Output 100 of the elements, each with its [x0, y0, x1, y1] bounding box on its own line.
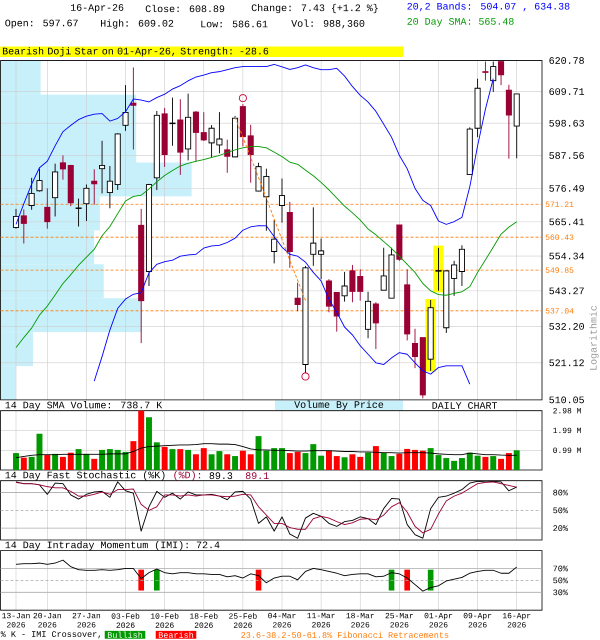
text: 89.1: [246, 472, 269, 480]
bar: [20, 458, 27, 470]
bar: [256, 436, 262, 470]
bar: [162, 446, 168, 470]
bar: [474, 456, 481, 470]
y-tick-label: 576.49: [549, 184, 584, 192]
text: 89.3: [210, 472, 232, 480]
series-label: (%D):: [174, 471, 200, 480]
candlestick: [498, 60, 504, 86]
bar: [498, 458, 504, 470]
y-tick-label: 50%: [553, 578, 568, 584]
bar: [68, 452, 74, 470]
candlestick: [278, 178, 286, 224]
bar: [170, 449, 176, 470]
bar: [342, 457, 348, 470]
line-series: [16, 560, 518, 592]
y-tick-label: 609.71: [549, 88, 584, 95]
candlestick: [122, 84, 129, 132]
candlestick: [76, 198, 82, 227]
bar: [216, 451, 222, 470]
bar: [52, 454, 58, 470]
legend-title: % K - IMI Crossover,: [0, 631, 100, 638]
candlestick: [216, 112, 222, 154]
bar: [44, 455, 50, 470]
candlestick: [169, 97, 176, 146]
y-tick-label: 80%: [553, 490, 568, 496]
text: Low: 586.61: [201, 20, 268, 28]
text: Change: 7.43 {+1.2 %}: [252, 4, 378, 14]
bar: [514, 450, 520, 470]
text: Close: 608.89: [146, 4, 224, 12]
candlestick: [372, 302, 379, 350]
candlestick: [44, 188, 50, 230]
bar: [28, 456, 35, 470]
text: Vol: 988,360: [291, 20, 364, 28]
y-tick-label: 620.78: [549, 57, 584, 64]
bar: [91, 458, 98, 470]
y-tick-label: 510.05: [549, 396, 584, 404]
y-tick-label: 50%: [553, 507, 568, 514]
y-tick-label: 598.63: [549, 120, 584, 127]
y-axis-title: Logarithmic: [589, 306, 599, 370]
y-tick-label: 30%: [553, 589, 568, 596]
y-tick-label: 521.12: [549, 359, 584, 366]
y-tick-label: 543.27: [549, 287, 584, 294]
bar: [279, 448, 285, 470]
candlestick: [83, 184, 90, 222]
bar: [200, 448, 207, 470]
y-tick-label: 565.41: [549, 218, 584, 226]
bar: [326, 450, 332, 470]
candlestick: [91, 168, 98, 206]
text: 16-Apr-26: [70, 4, 124, 13]
y-tick-label: 587.56: [549, 152, 584, 159]
bar: [357, 456, 364, 470]
bar: [365, 452, 372, 470]
bar: [412, 450, 418, 470]
candlestick: [208, 124, 215, 158]
bar: [372, 446, 379, 470]
bar: [334, 456, 340, 470]
text: 20 Day SMA: 565.48: [407, 18, 514, 27]
bar: [349, 454, 356, 470]
bar: [436, 455, 442, 470]
text: Bearish: [158, 632, 194, 638]
bar: [83, 454, 90, 470]
bar: [224, 454, 230, 470]
series-label: 14 Day Fast Stochastic (%K): [6, 471, 165, 480]
candlestick: [482, 61, 488, 82]
candlestick: [271, 220, 278, 264]
text: DAILY CHART: [432, 402, 498, 409]
candlestick: [99, 140, 106, 194]
text: High: 609.02: [100, 19, 174, 29]
bar: [185, 450, 192, 470]
text: 23.6-38.2-50-61.8% Fibonacci Retracements: [241, 632, 448, 638]
bar: [76, 449, 82, 470]
chart-title: 14 Day Intraday Momentum (IMI): 72.4: [6, 540, 220, 550]
bar: [208, 454, 215, 470]
candlestick: [263, 168, 270, 232]
bar: [302, 453, 308, 470]
y-tick-label: 532.20: [549, 323, 584, 330]
bar: [380, 452, 387, 470]
y-tick-label: 554.34: [549, 252, 584, 260]
bar: [60, 456, 66, 470]
candlestick: [28, 177, 35, 210]
bar: [388, 456, 395, 470]
bar: [99, 450, 106, 470]
bar: [482, 456, 488, 470]
candlestick: [458, 244, 465, 286]
candlestick: [342, 271, 348, 302]
bar: [13, 453, 19, 470]
bar: [177, 449, 184, 470]
candlestick: [412, 328, 418, 369]
candlestick: [380, 247, 387, 291]
candlestick: [36, 168, 42, 192]
text: 20,2 Bands: 504.07 , 634.38: [407, 2, 570, 12]
text: Bearish Doji Star on 01-Apr-26, Strength: -28.6: [2, 47, 268, 56]
candlestick: [20, 208, 27, 244]
y-tick-label: 70%: [553, 566, 568, 572]
bar: [420, 450, 426, 470]
bar: [490, 456, 496, 470]
bar: [506, 453, 512, 470]
bar: [36, 434, 42, 470]
y-tick-label: 20%: [553, 525, 568, 532]
